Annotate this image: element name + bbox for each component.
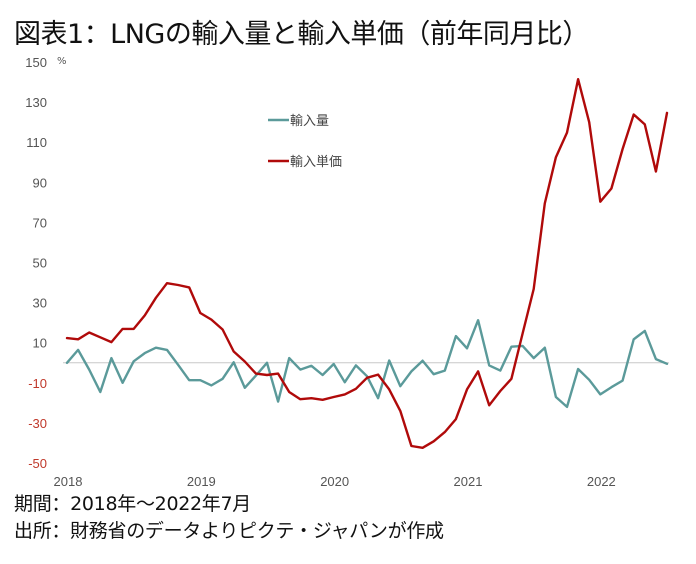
x-tick-label: 2021 <box>454 474 483 489</box>
y-tick-label: 10 <box>33 336 47 351</box>
y-axis-ticks: 150 130 110 90 70 50 30 10 -10 -30 -50 <box>25 55 47 471</box>
legend-label: 輸入単価 <box>290 154 342 169</box>
y-tick-label: 90 <box>33 175 47 190</box>
series-line-import-unit-price <box>65 77 669 449</box>
chart-title: 図表1：LNGの輸入量と輸入単価（前年同月比） <box>14 19 589 50</box>
series-line-import-volume <box>65 319 669 409</box>
y-tick-label: -30 <box>28 416 47 431</box>
legend-label: 輸入量 <box>290 113 329 128</box>
x-tick-label: 2022 <box>587 474 616 489</box>
y-tick-label: -50 <box>28 456 47 471</box>
y-tick-label: 70 <box>33 215 47 230</box>
y-tick-label: 150 <box>25 55 47 70</box>
y-tick-label: 50 <box>33 256 47 271</box>
x-axis-ticks: 2018 2019 2020 2021 2022 <box>54 474 616 489</box>
y-tick-label: -10 <box>28 376 47 391</box>
series-lines <box>65 77 669 449</box>
x-tick-label: 2018 <box>54 474 83 489</box>
y-tick-label: 130 <box>25 95 47 110</box>
x-tick-label: 2020 <box>320 474 349 489</box>
period-note: 期間：2018年～2022年7月 <box>14 493 251 515</box>
y-tick-label: 110 <box>26 135 47 150</box>
source-note: 出所：財務省のデータよりピクテ・ジャパンが作成 <box>14 520 444 542</box>
y-tick-label: 30 <box>33 296 47 311</box>
x-tick-label: 2019 <box>187 474 216 489</box>
y-axis-unit-label: % <box>57 56 67 67</box>
